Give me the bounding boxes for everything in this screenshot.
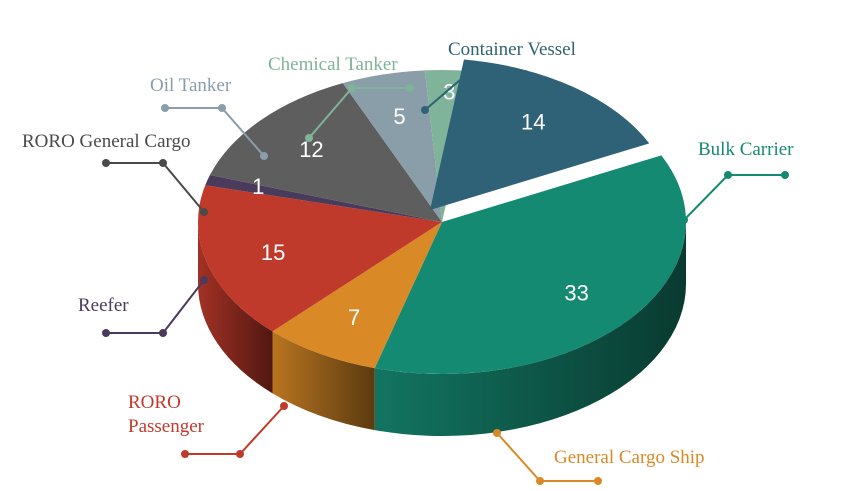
- leader-dot: [218, 104, 226, 112]
- leader-dot: [594, 477, 602, 485]
- category-label: Bulk Carrier: [698, 139, 794, 160]
- pie-slice-reefer: [205, 175, 442, 222]
- leader-dot: [781, 171, 789, 179]
- leader-dot: [280, 402, 288, 410]
- leader-dot: [463, 70, 471, 78]
- category-label: Reefer: [78, 295, 129, 316]
- data-label: 7: [348, 305, 360, 330]
- leader-dot: [406, 84, 414, 92]
- leader-dot: [680, 216, 688, 224]
- pie-slice-roro-general-cargo: [209, 83, 442, 223]
- pie-side-roro-passenger: [198, 222, 273, 394]
- leader-dot: [305, 134, 313, 142]
- leader-dot: [159, 159, 167, 167]
- leader-dot: [236, 450, 244, 458]
- leader-dot: [159, 329, 167, 337]
- pie-slice-oil-tanker: [342, 70, 442, 222]
- data-label: 5: [393, 104, 405, 129]
- leader-dot: [724, 171, 732, 179]
- leader-dot: [348, 84, 356, 92]
- leader-dot: [161, 104, 169, 112]
- pie-side-general-cargo-ship: [272, 331, 375, 431]
- data-label: 1: [252, 174, 264, 199]
- leader-line: [683, 174, 785, 221]
- leader-dot: [102, 159, 110, 167]
- leader-dot: [200, 208, 208, 216]
- data-label: 15: [261, 240, 285, 265]
- leader-dot: [421, 106, 429, 114]
- pie-side-bulk-carrier: [374, 222, 686, 437]
- pie-slice-general-cargo-ship: [272, 222, 442, 369]
- category-label: Oil Tanker: [150, 75, 232, 96]
- leader-dot: [102, 329, 110, 337]
- data-label: 14: [521, 109, 545, 134]
- category-label: General Cargo Ship: [554, 447, 705, 468]
- data-label: 33: [564, 280, 588, 305]
- category-label: RORO Passenger: [128, 392, 205, 437]
- pie-sides: [198, 222, 686, 437]
- pie-leaders: [102, 70, 789, 485]
- category-label: RORO General Cargo: [22, 131, 191, 152]
- category-label: Container Vessel: [448, 39, 576, 60]
- leader-dot: [260, 152, 268, 160]
- pie-slice-container-vessel: [430, 59, 650, 211]
- leader-dot: [521, 70, 529, 78]
- pie-labels: Bulk Carrier General Cargo Ship RORO Passen…: [22, 39, 794, 468]
- pie-slice-roro-passenger: [197, 185, 442, 332]
- category-label: Chemical Tanker: [268, 54, 398, 75]
- leader-line: [106, 162, 205, 213]
- leader-dot: [200, 276, 208, 284]
- pie-tops: [197, 59, 686, 374]
- leader-dot: [536, 477, 544, 485]
- leader-dot: [493, 429, 501, 437]
- pie-slice-bulk-carrier: [374, 155, 686, 374]
- leader-dot: [181, 450, 189, 458]
